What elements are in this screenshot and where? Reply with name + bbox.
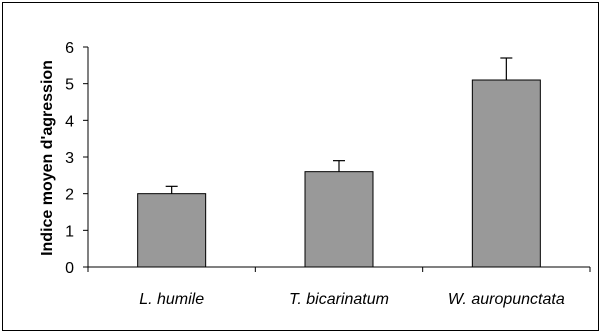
y-tick-label: 1 — [65, 223, 74, 240]
x-tick-label: T. bicarinatum — [289, 291, 389, 308]
y-axis-title: Indice moyen d'agression — [39, 60, 56, 256]
x-tick-label: L. humile — [139, 291, 204, 308]
bar — [471, 79, 541, 268]
bar — [304, 171, 374, 268]
bar — [137, 193, 207, 268]
y-tick-label: 2 — [65, 187, 74, 204]
y-tick-label: 4 — [65, 113, 74, 130]
bars — [137, 57, 541, 268]
y-tick-label: 6 — [65, 40, 74, 57]
x-tick-label: W. auropunctata — [448, 291, 565, 308]
y-tick-label: 3 — [65, 150, 74, 167]
y-tick-label: 5 — [65, 77, 74, 94]
y-tick-label: 0 — [65, 260, 74, 277]
